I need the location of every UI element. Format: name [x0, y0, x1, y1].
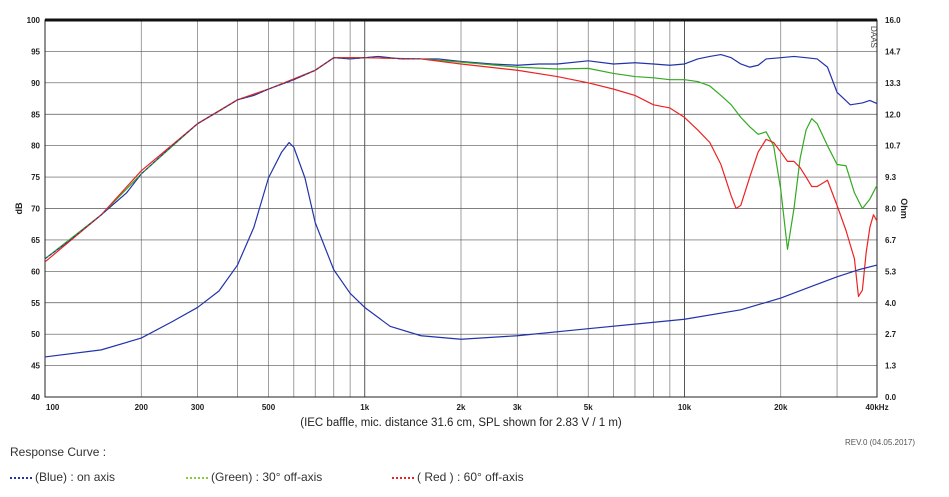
y-tick-label-left: 60 [31, 267, 40, 276]
y-tick-label-right: 16.0 [885, 16, 901, 25]
y-tick-label-right: 8.0 [885, 205, 897, 214]
y-tick-label-right: 14.7 [885, 47, 901, 56]
x-tick-label: 10k [678, 403, 692, 412]
x-tick-label: 5k [584, 403, 593, 412]
legend-label-blue: (Blue) : on axis [35, 470, 116, 484]
x-tick-label: 40kHz [865, 403, 888, 412]
series-line-blue-overlay [44, 56, 422, 260]
footer: Response Curve : REV.0 (04.05.2017) (Blu… [0, 438, 949, 497]
y-axis-title-right: Ohm [899, 198, 909, 219]
y-tick-label-right: 0.0 [885, 393, 897, 402]
legend-swatch-blue [10, 477, 32, 479]
y-tick-label-left: 95 [31, 47, 40, 56]
y-tick-label-right: 10.7 [885, 142, 901, 151]
x-tick-label: 1k [360, 403, 369, 412]
series-line-impedance [44, 141, 878, 358]
y-tick-label-left: 50 [31, 330, 40, 339]
response-curve-title: Response Curve : [10, 445, 107, 459]
y-axis-title-left: dB [14, 202, 24, 214]
y-tick-label-left: 80 [31, 142, 40, 151]
x-tick-label: 2k [457, 403, 466, 412]
y-tick-label-left: 100 [27, 16, 41, 25]
legend-label-green: (Green) : 30° off-axis [211, 470, 323, 484]
legend-swatch-red [392, 477, 414, 479]
x-tick-label: 20k [774, 403, 788, 412]
y-tick-label-left: 55 [31, 299, 40, 308]
y-tick-label-right: 1.3 [885, 362, 897, 371]
x-tick-label: 200 [135, 403, 149, 412]
y-tick-label-left: 85 [31, 110, 40, 119]
y-tick-label-left: 75 [31, 173, 40, 182]
legend-item-green: (Green) : 30° off-axis [186, 470, 322, 484]
x-tick-label: 300 [191, 403, 205, 412]
legend-swatch-green [186, 477, 208, 479]
x-tick-label: 100 [46, 403, 60, 412]
y-tick-label-right: 6.7 [885, 236, 897, 245]
y-tick-label-left: 70 [31, 205, 40, 214]
y-tick-label-right: 4.0 [885, 299, 897, 308]
chart-caption: (IEC baffle, mic. distance 31.6 cm, SPL … [300, 417, 622, 429]
corner-label: DAAS [869, 26, 878, 48]
legend-item-red: ( Red ) : 60° off-axis [392, 470, 524, 484]
series-line-red [44, 57, 878, 298]
legend-label-red: ( Red ) : 60° off-axis [417, 470, 524, 484]
response-chart: 100 95 90 85 80 75 70 65 60 55 50 45 40 16.0 14.7 13.3 1… [14, 16, 909, 429]
x-tick-label: 3k [513, 403, 522, 412]
y-tick-label-right: 9.3 [885, 173, 897, 182]
chart-svg: 100 95 90 85 80 75 70 65 60 55 50 45 40 16.0 14.7 13.3 1… [14, 16, 909, 429]
y-tick-label-right: 13.3 [885, 79, 901, 88]
y-tick-label-right: 5.3 [885, 267, 897, 276]
y-tick-label-right: 2.7 [885, 330, 897, 339]
legend-item-blue: (Blue) : on axis [10, 470, 115, 484]
x-tick-label: 500 [262, 403, 276, 412]
y-tick-label-right: 12.0 [885, 110, 901, 119]
revision-label: REV.0 (04.05.2017) [845, 438, 915, 447]
y-tick-label-left: 90 [31, 79, 40, 88]
y-tick-label-left: 65 [31, 236, 40, 245]
y-tick-label-left: 45 [31, 362, 40, 371]
y-tick-label-left: 40 [31, 393, 40, 402]
